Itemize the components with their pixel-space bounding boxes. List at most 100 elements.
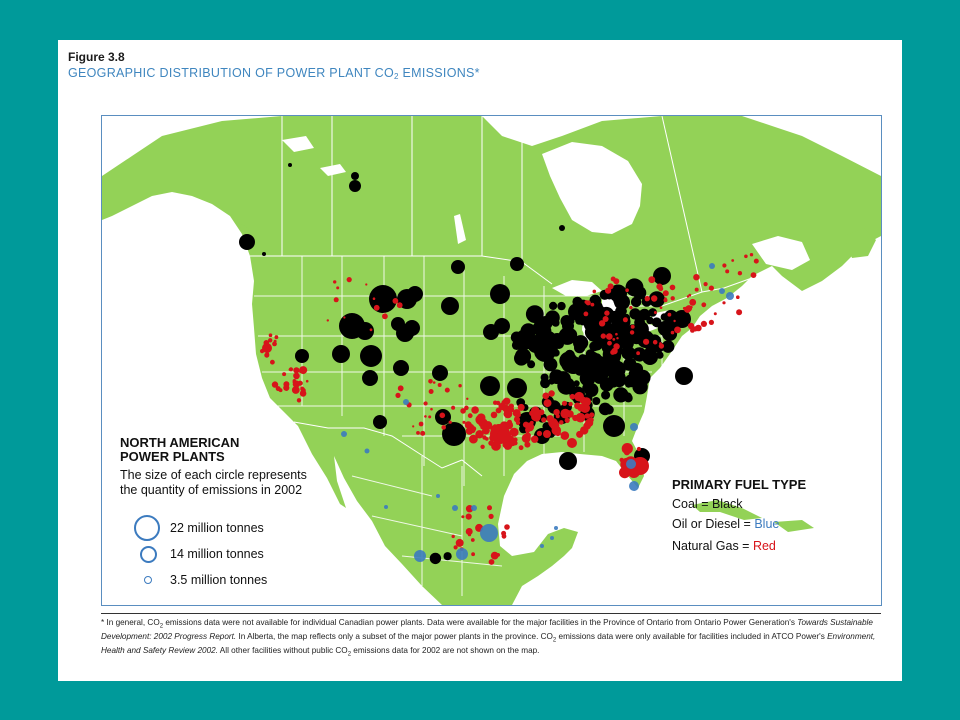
gas-plant-marker [424, 415, 427, 418]
gas-plant-marker [458, 384, 462, 388]
coal-plant-marker [239, 234, 255, 250]
gas-plant-marker [369, 328, 373, 332]
gas-plant-marker [326, 319, 329, 322]
coal-plant-marker [603, 415, 625, 437]
gas-plant-marker [423, 401, 428, 406]
gas-plant-marker [576, 430, 584, 438]
gas-plant-marker [471, 552, 475, 557]
fuel-legend-oil-color: Blue [754, 517, 780, 531]
gas-plant-marker [365, 283, 368, 286]
gas-plant-marker [488, 440, 494, 446]
fuel-legend-coal: Coal = Black [672, 497, 743, 511]
gas-plant-marker [669, 284, 676, 291]
great-slave-lake [320, 164, 346, 176]
coal-plant-marker [540, 378, 551, 389]
coal-plant-marker [653, 267, 671, 285]
gas-plant-marker [722, 263, 727, 268]
coal-plant-marker [624, 349, 634, 359]
gas-plant-marker [622, 317, 628, 323]
gas-plant-marker [651, 295, 658, 302]
coal-plant-marker [596, 308, 607, 319]
gas-plant-marker [278, 388, 283, 393]
size-legend-circle-medium [140, 545, 157, 563]
figure-label: Figure 3.8 [68, 50, 125, 64]
gas-plant-marker [636, 446, 642, 452]
coal-plant-marker [606, 375, 620, 388]
coal-plant-marker [569, 365, 579, 374]
fuel-legend-oil-separator: = [740, 517, 755, 531]
coal-plant-marker [590, 328, 601, 340]
gas-plant-marker [561, 400, 568, 406]
gas-plant-marker [612, 338, 616, 341]
coal-plant-marker [646, 316, 654, 325]
oil-plant-marker [384, 505, 388, 509]
gas-plant-marker [461, 515, 465, 519]
coal-plant-marker [564, 349, 575, 361]
gas-plant-marker [382, 313, 388, 320]
coal-plant-marker [527, 360, 536, 369]
fuel-legend-gas-separator: = [738, 539, 753, 553]
gas-plant-marker [536, 430, 543, 437]
gas-plant-marker [569, 393, 576, 400]
gas-plant-marker [750, 272, 757, 278]
coal-plant-marker [590, 307, 596, 314]
footnote-report-title-1: Towards Sustainable Development: 2002 Pr… [101, 618, 873, 642]
gas-plant-marker [583, 422, 591, 430]
size-legend-label-medium: 14 million tonnes [170, 547, 264, 561]
gas-plant-marker [686, 295, 690, 298]
oil-plant-marker [341, 431, 347, 437]
gas-plant-marker [567, 438, 577, 448]
gas-plant-marker [396, 302, 403, 309]
coal-plant-marker [393, 360, 409, 376]
lake-winnipeg [454, 214, 466, 244]
gas-plant-marker [395, 392, 401, 398]
oil-plant-marker [719, 288, 725, 294]
coal-plant-marker [573, 335, 589, 351]
mexico-state-grid [351, 456, 503, 596]
gas-plant-marker [451, 405, 456, 410]
gas-plant-marker [625, 288, 629, 292]
gas-plant-marker [524, 441, 531, 448]
size-legend-description: The size of each circle represents the q… [120, 468, 307, 497]
footnote: * In general, CO2 emissions data were no… [101, 618, 886, 660]
lake-superior [552, 280, 602, 296]
oil-plant-marker [436, 494, 440, 498]
footnote-part-1: * In general, CO [101, 618, 160, 627]
coal-plant-marker [593, 341, 600, 348]
coal-plant-marker [507, 378, 527, 398]
coal-plant-marker [332, 345, 350, 363]
north-america-landmass [102, 116, 881, 605]
gas-plant-marker [441, 425, 447, 430]
gas-plant-marker [490, 551, 499, 560]
gas-plant-marker [517, 403, 525, 411]
footnote-divider [101, 613, 881, 614]
coal-plant-marker [675, 367, 693, 385]
gas-plant-marker [490, 411, 498, 419]
gas-plant-marker [372, 297, 376, 300]
coal-plant-marker [442, 422, 466, 446]
gas-plant-marker [610, 349, 616, 355]
gas-plant-marker [581, 397, 591, 407]
fuel-legend-oil: Oil or Diesel = Blue [672, 517, 779, 531]
gas-plant-marker [575, 412, 586, 423]
gulf-of-st-lawrence [752, 236, 810, 270]
gas-plant-marker [546, 415, 554, 423]
gas-plant-marker [643, 338, 650, 345]
coal-plant-marker [559, 334, 566, 341]
coal-plant-marker [614, 294, 630, 310]
gas-plant-marker [588, 417, 594, 423]
canada-province-borders [281, 116, 703, 293]
coal-plant-marker [554, 339, 564, 349]
coal-plant-marker [638, 322, 645, 328]
cuba-island [692, 500, 762, 520]
coal-plant-marker [635, 322, 640, 327]
gas-plant-marker [293, 367, 300, 374]
gas-plant-marker [282, 372, 287, 377]
gas-plant-marker [437, 383, 442, 387]
size-legend-label-small: 3.5 million tonnes [170, 573, 268, 587]
gas-plant-marker [272, 341, 277, 347]
gas-plant-marker [301, 388, 306, 393]
coal-plant-marker [432, 365, 448, 381]
gas-plant-marker [753, 258, 759, 264]
gas-plant-marker [607, 340, 612, 346]
